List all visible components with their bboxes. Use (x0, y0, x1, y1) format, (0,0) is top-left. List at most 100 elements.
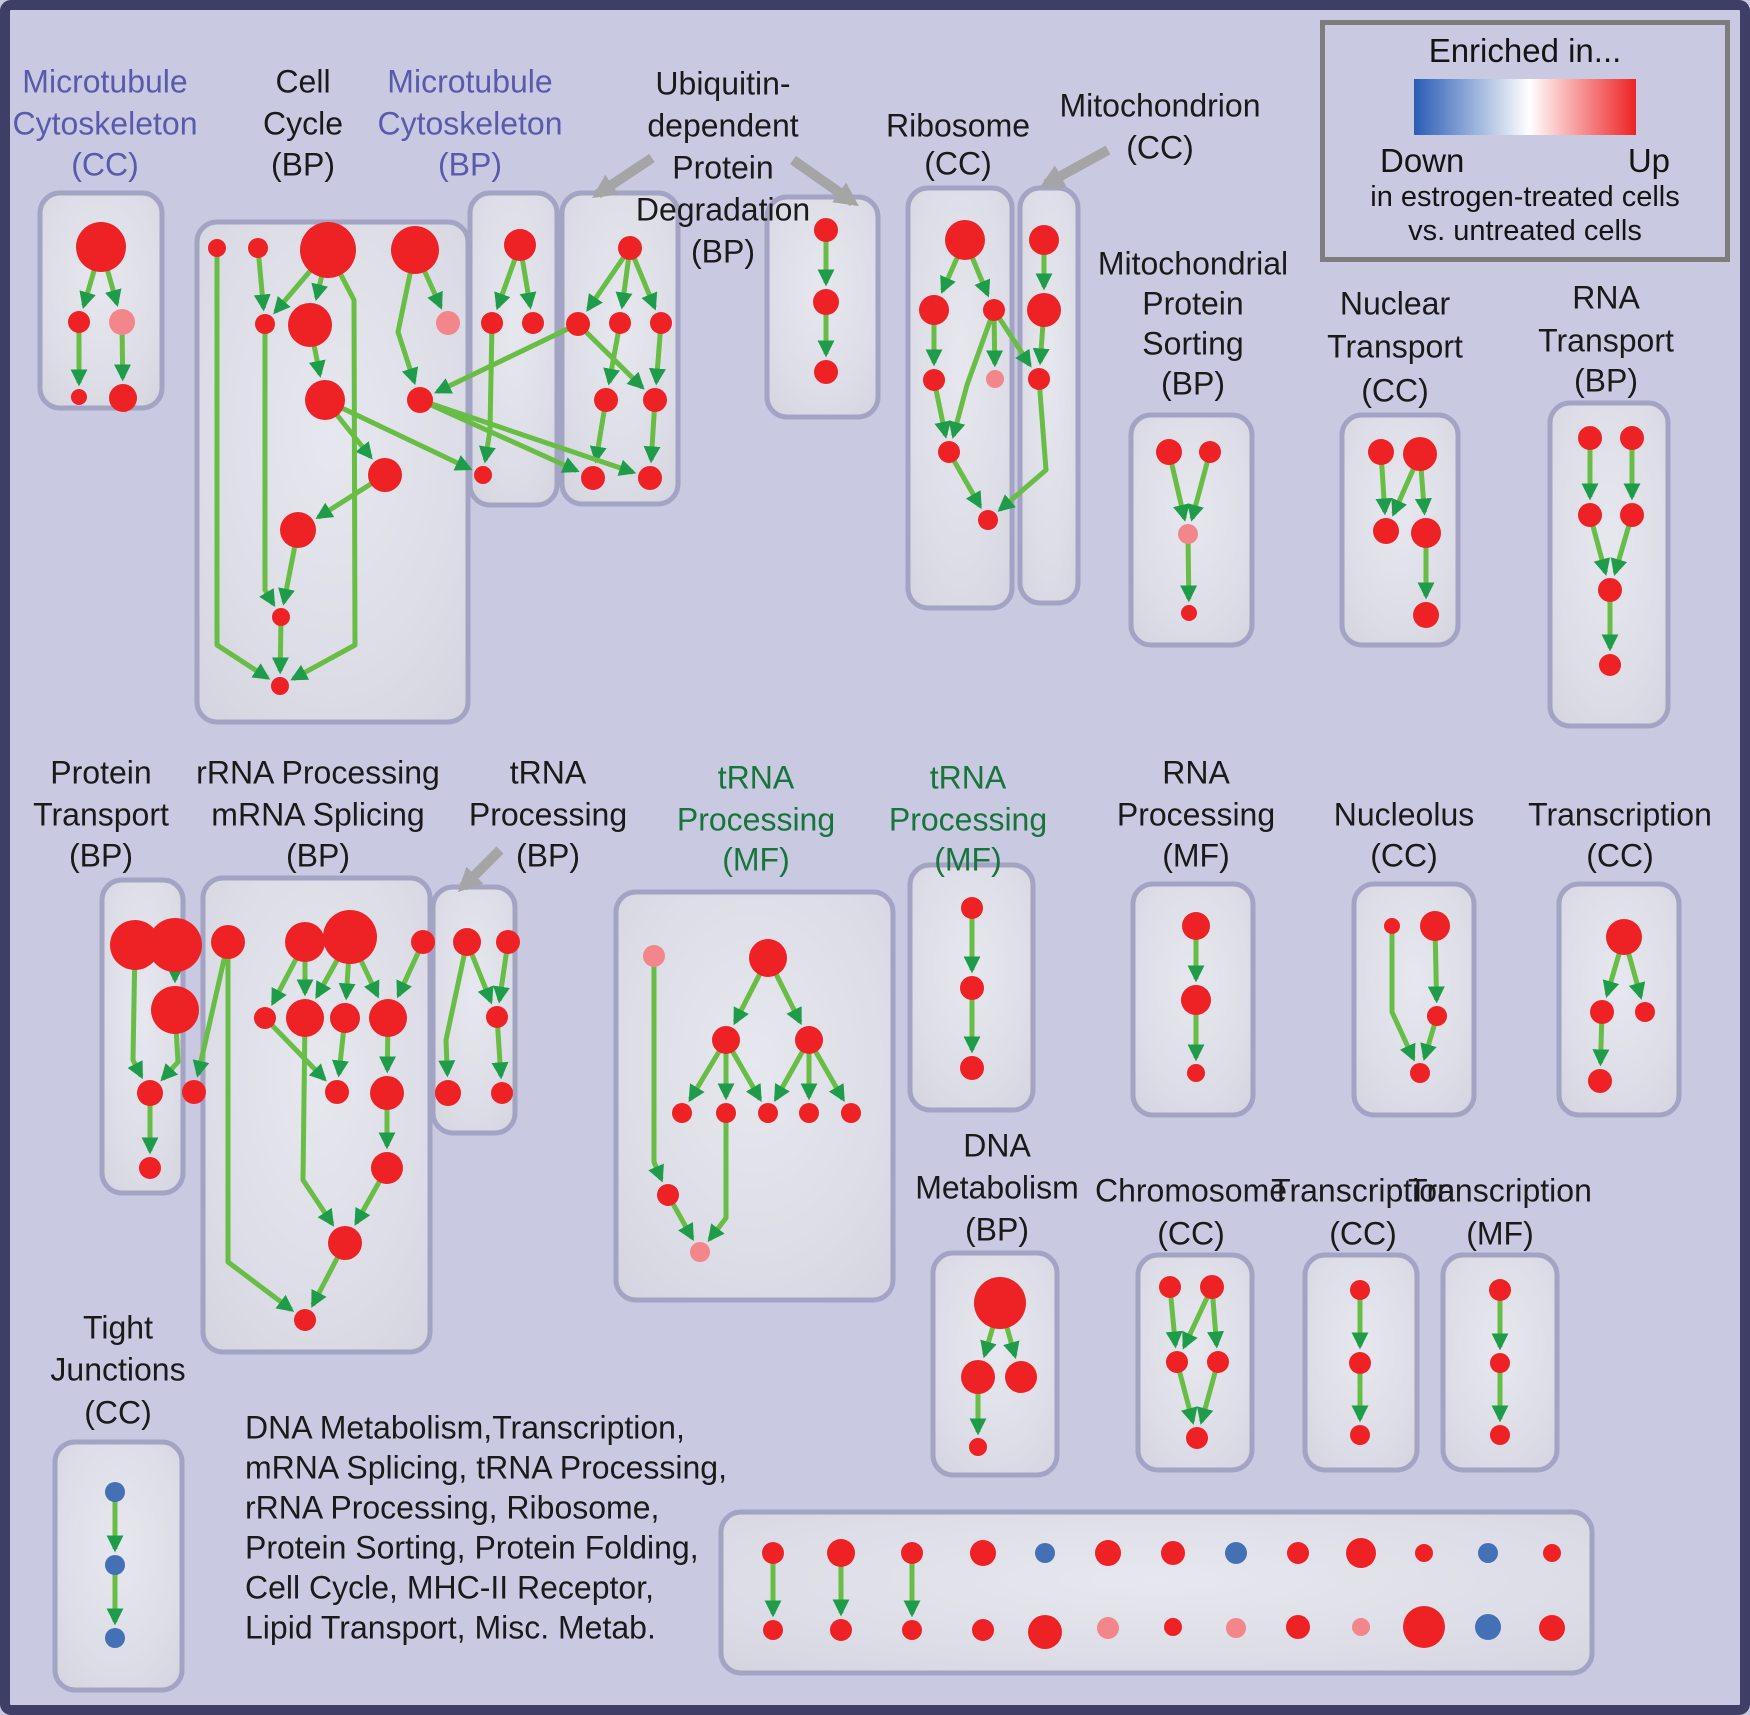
go-term-node (1598, 578, 1622, 602)
cluster-label-line: Protein (1142, 285, 1243, 321)
cluster-label-line: (BP) (271, 146, 335, 182)
go-term-node (325, 1080, 349, 1104)
cluster-label-line: Metabolism (915, 1169, 1079, 1205)
go-term-node (960, 976, 984, 1000)
go-term-node (71, 389, 87, 405)
cluster-label-line: (BP) (516, 837, 580, 873)
go-term-node (105, 1555, 125, 1575)
cluster-box-rna-transport-bp (1547, 400, 1671, 729)
go-term-node (763, 1620, 783, 1640)
go-term-node (902, 1620, 922, 1640)
cluster-label-line: Mitochondrion (1060, 87, 1261, 123)
go-term-node (827, 1539, 855, 1567)
hierarchy-edge (253, 247, 271, 312)
go-term-node (369, 999, 407, 1037)
go-term-node (1352, 1618, 1370, 1636)
go-term-node (609, 312, 631, 334)
cluster-label-line: Processing (469, 796, 627, 832)
go-term-node (795, 1026, 823, 1054)
hierarchy-edge (707, 1113, 729, 1243)
go-term-node (330, 1003, 360, 1033)
cluster-label-line: (CC) (1157, 1215, 1225, 1251)
go-term-node (1373, 518, 1399, 544)
cluster-label-line: (CC) (1586, 837, 1654, 873)
go-term-node (1578, 426, 1602, 450)
go-term-node (1590, 1000, 1614, 1024)
go-term-node (271, 677, 289, 695)
cluster-label-line: (CC) (71, 146, 139, 182)
cluster-label-line: Ribosome (886, 107, 1030, 143)
go-term-node (594, 388, 618, 412)
go-term-node (960, 1056, 984, 1080)
go-term-node (1350, 1280, 1370, 1300)
go-term-node (368, 458, 402, 492)
go-term-node (1097, 1617, 1119, 1639)
legend-box: Enriched in... Down Up in estrogen-treat… (1320, 20, 1730, 262)
go-term-node (749, 939, 787, 977)
cluster-label-line: (MF) (1162, 837, 1230, 873)
go-term-node (1427, 1006, 1447, 1026)
cluster-label-line: tRNA (930, 759, 1007, 795)
cross-cluster-edge (323, 397, 473, 471)
cluster-label-line: RNA (1162, 754, 1230, 790)
trna-bp-arrow (457, 846, 504, 893)
cluster-label-line: (BP) (965, 1211, 1029, 1247)
hierarchy-edge (300, 1017, 335, 1227)
go-term-node (901, 1542, 923, 1564)
go-term-node (76, 222, 126, 272)
go-term-node (504, 229, 536, 261)
legend-subtitle-2: vs. untreated cells (1408, 215, 1642, 247)
cluster-label-line: tRNA (510, 754, 587, 790)
note-line: rRNA Processing, Ribosome, (245, 1489, 659, 1525)
go-term-node (986, 370, 1004, 388)
cluster-label-line: DNA (963, 1127, 1031, 1163)
go-term-node (110, 920, 160, 970)
go-term-node (1287, 1542, 1309, 1564)
go-term-node (1620, 503, 1644, 527)
go-term-node (1225, 1542, 1247, 1564)
go-term-node (961, 897, 983, 919)
cluster-label-line: Ubiquitin- (655, 65, 790, 101)
cluster-label-line: (BP) (1574, 362, 1638, 398)
cluster-label-line: Transcription (1271, 1172, 1455, 1208)
hierarchy-edge (259, 324, 276, 608)
go-term-node (1200, 1275, 1224, 1299)
go-term-node (1161, 1541, 1185, 1565)
go-term-node (919, 295, 949, 325)
go-term-node (1410, 1063, 1430, 1083)
hierarchy-edge (648, 956, 664, 1183)
ubiquitin-right-arrow (790, 155, 859, 207)
go-term-node (182, 1080, 206, 1104)
cluster-label-line: (CC) (1126, 129, 1194, 165)
go-term-node (1035, 1543, 1055, 1563)
go-term-node (139, 1157, 161, 1179)
go-term-node (1578, 503, 1602, 527)
go-term-node (1384, 918, 1400, 934)
go-term-node (300, 222, 356, 278)
go-term-node (1286, 1615, 1310, 1639)
go-term-node (323, 910, 377, 964)
hierarchy-edge (271, 616, 289, 675)
go-term-node (435, 1080, 461, 1106)
go-term-node (1475, 1614, 1501, 1640)
go-term-node (105, 1628, 125, 1648)
go-term-node (105, 1482, 125, 1502)
cluster-label-line: rRNA Processing (196, 754, 440, 790)
cluster-label-line: Transport (1538, 322, 1674, 358)
go-term-node (370, 1076, 404, 1110)
go-term-node (566, 312, 590, 336)
cluster-label-line: (CC) (84, 1394, 152, 1430)
go-term-node (255, 314, 275, 334)
go-term-node (151, 986, 199, 1034)
mitochondrion-arrow (1039, 145, 1111, 189)
hierarchy-edge (948, 309, 997, 439)
legend-title: Enriched in... (1428, 32, 1622, 69)
go-term-node (1349, 1352, 1371, 1374)
cluster-label-line: Transcription (1528, 796, 1712, 832)
go-term-node (486, 1006, 508, 1028)
go-term-node (657, 1184, 679, 1206)
go-term-node (481, 312, 503, 334)
cluster-box-nucleolus-cc (1351, 881, 1477, 1118)
go-term-node (830, 1619, 852, 1641)
